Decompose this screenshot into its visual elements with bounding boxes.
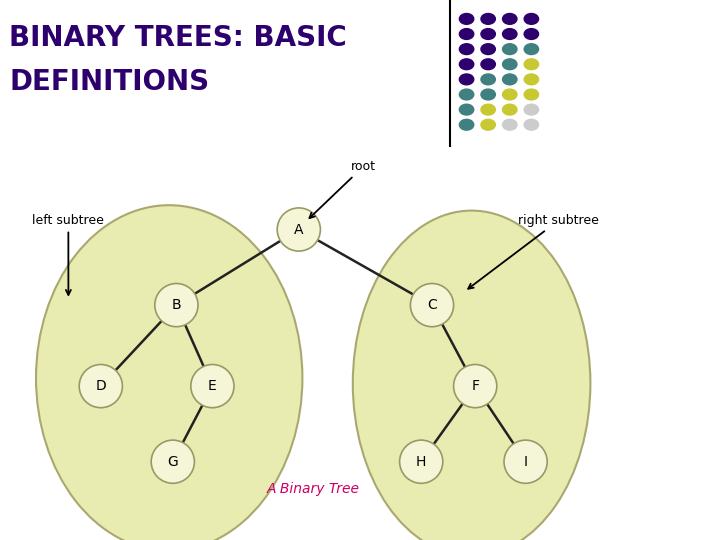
Text: I: I [523,455,528,469]
Circle shape [481,119,495,130]
Circle shape [524,89,539,100]
Circle shape [481,44,495,55]
Circle shape [481,59,495,70]
Circle shape [524,44,539,55]
Circle shape [503,14,517,24]
Circle shape [524,74,539,85]
Ellipse shape [410,284,454,327]
Text: G: G [168,455,178,469]
Text: D: D [96,379,106,393]
Circle shape [481,14,495,24]
Circle shape [503,59,517,70]
Ellipse shape [36,205,302,540]
Circle shape [481,104,495,115]
Circle shape [524,29,539,39]
Circle shape [481,74,495,85]
Text: A: A [294,222,304,237]
Text: A Binary Tree: A Binary Tree [266,482,360,496]
Ellipse shape [454,364,497,408]
Text: E: E [208,379,217,393]
Circle shape [459,104,474,115]
Ellipse shape [353,211,590,540]
Circle shape [503,89,517,100]
Circle shape [459,89,474,100]
Text: right subtree: right subtree [468,214,599,289]
Circle shape [459,14,474,24]
Circle shape [524,119,539,130]
Ellipse shape [151,440,194,483]
Ellipse shape [400,440,443,483]
Circle shape [503,74,517,85]
Circle shape [459,44,474,55]
Circle shape [524,14,539,24]
Text: left subtree: left subtree [32,214,104,295]
Circle shape [459,59,474,70]
Text: H: H [416,455,426,469]
Circle shape [524,59,539,70]
Ellipse shape [79,364,122,408]
Circle shape [481,29,495,39]
Circle shape [481,89,495,100]
Circle shape [524,104,539,115]
Text: B: B [171,298,181,312]
Ellipse shape [155,284,198,327]
Circle shape [503,44,517,55]
Circle shape [503,119,517,130]
Ellipse shape [191,364,234,408]
Circle shape [459,29,474,39]
Text: F: F [471,379,480,393]
Text: root: root [310,160,376,218]
Ellipse shape [277,208,320,251]
Circle shape [503,104,517,115]
Circle shape [459,74,474,85]
Text: DEFINITIONS: DEFINITIONS [9,68,210,96]
Ellipse shape [504,440,547,483]
Text: BINARY TREES: BASIC: BINARY TREES: BASIC [9,24,347,52]
Circle shape [503,29,517,39]
Circle shape [459,119,474,130]
Text: C: C [427,298,437,312]
